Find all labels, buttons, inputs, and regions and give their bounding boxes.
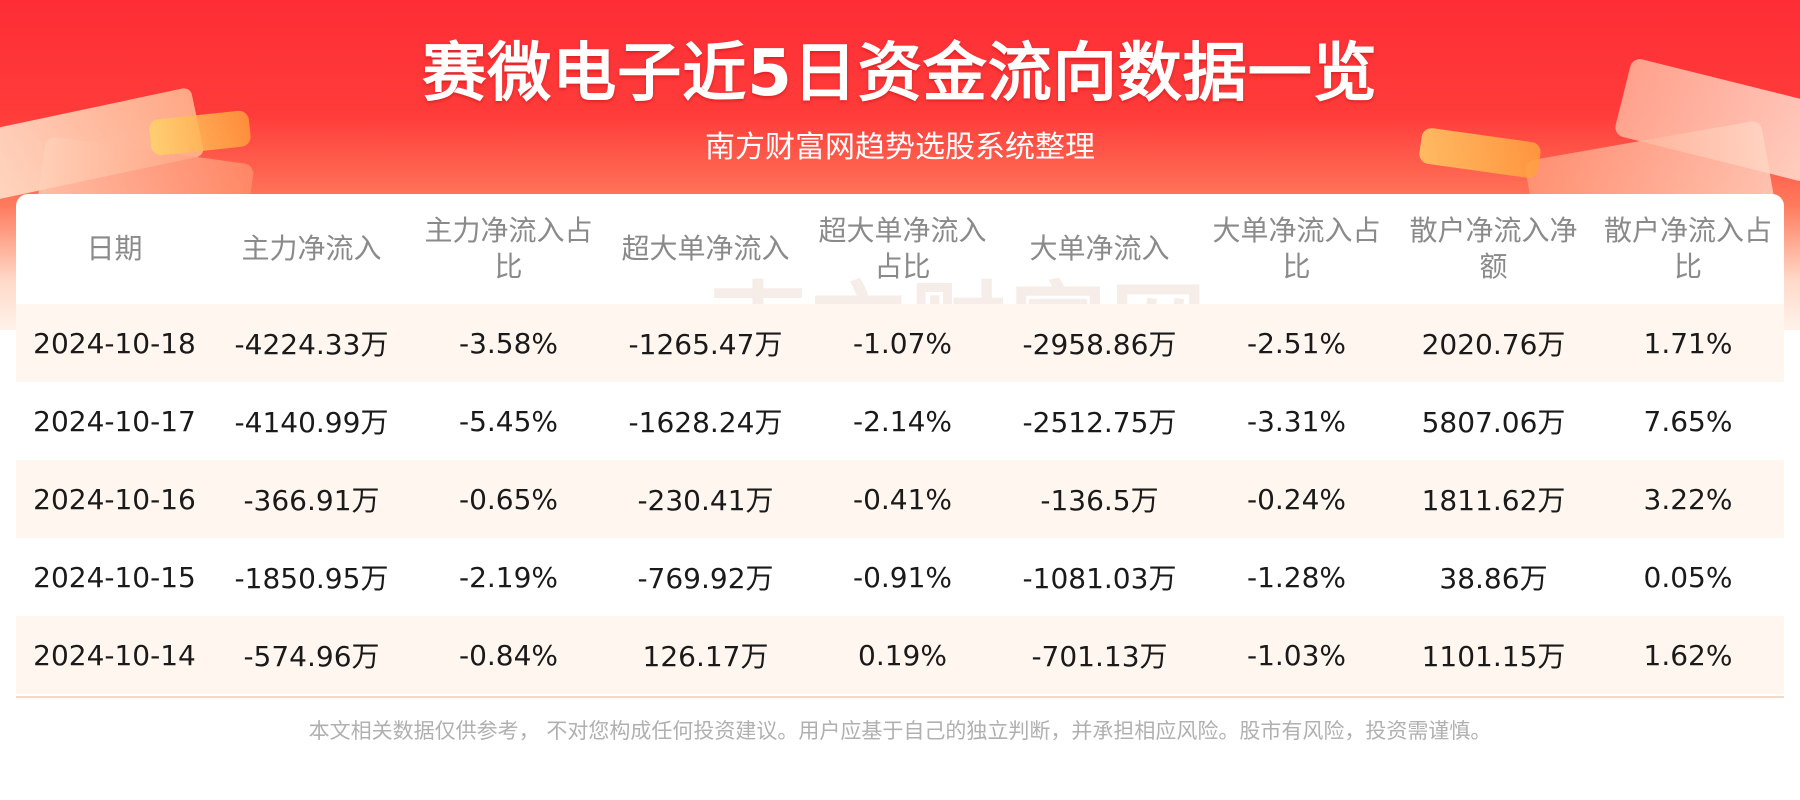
cell-retail-net-inflow-ratio: 1.62%	[1643, 638, 1733, 672]
cell-retail-net-inflow: 1101.15万	[1421, 640, 1566, 673]
cell-main-net-inflow-ratio: -5.45%	[458, 404, 559, 438]
table-row: 2024-10-17 -4140.99万 -5.45% -1628.24万 -2…	[16, 382, 1784, 460]
cell-retail-net-inflow: 2020.76万	[1421, 328, 1566, 361]
cell-large-net-inflow: -136.5万	[1040, 484, 1159, 517]
column-header-large-net-inflow: 大单净流入	[1029, 232, 1170, 265]
cell-main-net-inflow: -574.96万	[243, 640, 380, 673]
cell-large-net-inflow-ratio: -3.31%	[1246, 404, 1347, 438]
footer-divider	[16, 696, 1784, 698]
cell-large-net-inflow-ratio: -2.51%	[1246, 326, 1347, 360]
cell-super-large-net-inflow: -1265.47万	[628, 328, 783, 361]
disclaimer-text: 本文相关数据仅供参考， 不对您构成任何投资建议。用户应基于自己的独立判断，并承担…	[308, 719, 1492, 743]
cell-retail-net-inflow: 1811.62万	[1421, 484, 1566, 517]
table-row: 2024-10-18 -4224.33万 -3.58% -1265.47万 -1…	[16, 304, 1784, 382]
cell-retail-net-inflow: 38.86万	[1439, 562, 1548, 595]
cell-super-large-net-inflow: -230.41万	[637, 484, 774, 517]
cell-main-net-inflow-ratio: -2.19%	[458, 560, 559, 594]
cell-large-net-inflow-ratio: -1.03%	[1246, 638, 1347, 672]
cell-large-net-inflow-ratio: -0.24%	[1246, 482, 1347, 516]
cell-retail-net-inflow-ratio: 1.71%	[1643, 326, 1733, 360]
cell-retail-net-inflow: 5807.06万	[1421, 406, 1566, 439]
column-header-super-large-net-inflow-ratio: 超大单净流入占比	[818, 214, 987, 283]
table-row: 2024-10-16 -366.91万 -0.65% -230.41万 -0.4…	[16, 460, 1784, 538]
column-header-main-net-inflow: 主力净流入	[241, 232, 382, 265]
cell-large-net-inflow-ratio: -1.28%	[1246, 560, 1347, 594]
cell-large-net-inflow: -2958.86万	[1022, 328, 1177, 361]
cell-main-net-inflow-ratio: -3.58%	[458, 326, 559, 360]
cell-main-net-inflow-ratio: -0.65%	[458, 482, 559, 516]
cell-super-large-net-inflow-ratio: -1.07%	[852, 326, 953, 360]
table-row: 2024-10-15 -1850.95万 -2.19% -769.92万 -0.…	[16, 538, 1784, 616]
column-header-date: 日期	[86, 232, 143, 265]
cell-super-large-net-inflow: 126.17万	[642, 640, 769, 673]
table-card	[16, 194, 1784, 694]
cell-date: 2024-10-14	[33, 638, 196, 672]
cell-retail-net-inflow-ratio: 3.22%	[1643, 482, 1733, 516]
cell-date: 2024-10-17	[33, 404, 196, 438]
cell-super-large-net-inflow-ratio: -0.41%	[852, 482, 953, 516]
column-header-retail-net-inflow-ratio: 散户净流入占比	[1603, 214, 1772, 283]
page-title: 赛微电子近5日资金流向数据一览	[422, 37, 1378, 111]
column-header-super-large-net-inflow: 超大单净流入	[621, 232, 790, 265]
column-header-retail-net-inflow: 散户净流入净额	[1409, 214, 1578, 283]
fund-flow-table: 日期 主力净流入 主力净流入占比 超大单净流入 超大单净流入占比 大单净流入 大…	[16, 194, 1784, 694]
page-subtitle: 南方财富网趋势选股系统整理	[705, 130, 1095, 165]
cell-date: 2024-10-16	[33, 482, 196, 516]
cell-large-net-inflow: -1081.03万	[1022, 562, 1177, 595]
cell-super-large-net-inflow-ratio: 0.19%	[858, 638, 947, 672]
cell-large-net-inflow: -2512.75万	[1022, 406, 1177, 439]
cell-large-net-inflow: -701.13万	[1031, 640, 1168, 673]
cell-super-large-net-inflow: -769.92万	[637, 562, 774, 595]
column-header-large-net-inflow-ratio: 大单净流入占比	[1212, 214, 1381, 283]
cell-main-net-inflow-ratio: -0.84%	[458, 638, 559, 672]
cell-super-large-net-inflow-ratio: -0.91%	[852, 560, 953, 594]
cell-super-large-net-inflow: -1628.24万	[628, 406, 783, 439]
cell-retail-net-inflow-ratio: 0.05%	[1643, 560, 1733, 594]
cell-date: 2024-10-15	[33, 560, 196, 594]
cell-main-net-inflow: -1850.95万	[234, 562, 389, 595]
cell-main-net-inflow: -366.91万	[243, 484, 380, 517]
cell-main-net-inflow: -4140.99万	[234, 406, 389, 439]
table-row: 2024-10-14 -574.96万 -0.84% 126.17万 0.19%…	[16, 616, 1784, 694]
column-header-main-net-inflow-ratio: 主力净流入占比	[424, 214, 593, 283]
table-header-row: 日期 主力净流入 主力净流入占比 超大单净流入 超大单净流入占比 大单净流入 大…	[16, 194, 1784, 304]
cell-retail-net-inflow-ratio: 7.65%	[1643, 404, 1733, 438]
cell-main-net-inflow: -4224.33万	[234, 328, 389, 361]
cell-date: 2024-10-18	[33, 326, 196, 360]
cell-super-large-net-inflow-ratio: -2.14%	[852, 404, 953, 438]
